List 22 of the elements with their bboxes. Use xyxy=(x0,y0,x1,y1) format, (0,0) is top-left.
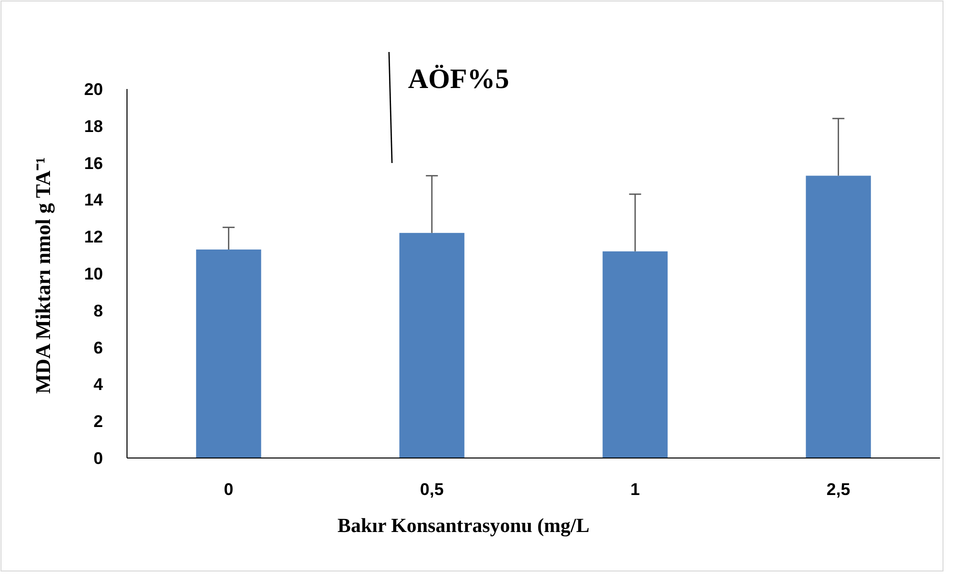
y-axis-title: MDA Miktarı nmol g TA⁻¹ xyxy=(31,157,55,394)
y-tick-label: 4 xyxy=(94,375,104,394)
y-tick-label: 18 xyxy=(84,116,103,136)
x-tick-label: 2,5 xyxy=(826,480,850,499)
bar xyxy=(399,232,464,458)
x-tick-label: 0 xyxy=(224,480,234,499)
y-tick-label: 8 xyxy=(94,301,103,320)
y-tick-label: 14 xyxy=(84,190,104,210)
y-tick-label: 16 xyxy=(84,154,103,173)
bar xyxy=(806,176,871,458)
y-tick-label: 10 xyxy=(84,264,103,284)
bar xyxy=(602,251,668,458)
x-tick-label: 1 xyxy=(630,480,640,499)
y-tick-label: 2 xyxy=(94,412,103,432)
x-axis-title: Bakır Konsantrasyonu (mg/L xyxy=(338,515,590,537)
chart-title: AÖF%5 xyxy=(408,64,510,95)
x-tick-label: 0,5 xyxy=(420,480,444,499)
y-tick-label: 20 xyxy=(84,80,103,99)
bar xyxy=(196,250,262,458)
y-tick-label: 12 xyxy=(84,228,103,247)
y-tick-label: 0 xyxy=(94,448,103,468)
y-tick-label: 6 xyxy=(94,338,103,358)
